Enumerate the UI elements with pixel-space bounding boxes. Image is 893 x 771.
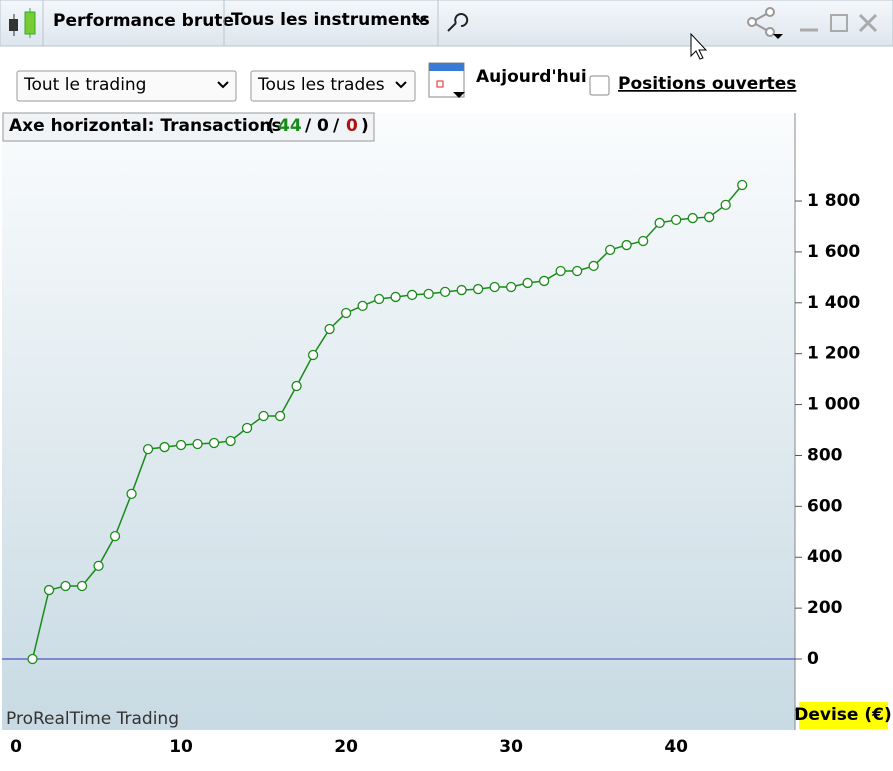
data-point bbox=[357, 300, 368, 312]
y-tick-label: 0 bbox=[807, 649, 819, 669]
y-tick-label: 1 200 bbox=[807, 344, 860, 364]
data-point bbox=[340, 307, 352, 319]
data-point bbox=[109, 530, 121, 542]
data-point bbox=[472, 283, 484, 295]
share-icon[interactable] bbox=[747, 7, 775, 37]
data-point bbox=[522, 277, 533, 289]
data-point bbox=[225, 435, 236, 447]
data-point bbox=[737, 179, 748, 191]
y-tick-label: 200 bbox=[807, 598, 843, 618]
currency-badge bbox=[799, 702, 888, 729]
data-point bbox=[654, 217, 665, 229]
data-point bbox=[439, 286, 451, 298]
x-tick-label: 30 bbox=[499, 737, 523, 757]
data-point bbox=[307, 349, 319, 361]
dropdown-text: Tous les trades bbox=[257, 75, 385, 95]
data-point bbox=[324, 323, 335, 335]
data-point bbox=[572, 265, 583, 277]
data-point bbox=[192, 438, 203, 450]
losers: 0 bbox=[346, 116, 358, 136]
wrench-icon[interactable] bbox=[447, 13, 469, 32]
open-positions-label[interactable]: Positions ouvertes bbox=[618, 74, 796, 94]
data-point bbox=[390, 291, 401, 303]
dropdown-text: Tout le trading bbox=[23, 75, 146, 95]
y-tick-label: 800 bbox=[807, 445, 843, 465]
maximize[interactable] bbox=[830, 14, 848, 32]
data-point bbox=[373, 293, 385, 305]
data-point bbox=[76, 580, 88, 592]
calendar-icon[interactable] bbox=[428, 62, 465, 98]
data-point bbox=[423, 288, 434, 300]
y-tick-label: 1 000 bbox=[807, 395, 860, 415]
data-point bbox=[258, 410, 269, 422]
data-point bbox=[588, 260, 599, 272]
data-point bbox=[208, 437, 220, 449]
instruments-menu[interactable]: Tous les instruments bbox=[231, 10, 430, 30]
data-point bbox=[605, 244, 616, 256]
trades-dropdown[interactable]: Tous les trades bbox=[250, 70, 416, 102]
data-point bbox=[489, 281, 500, 293]
data-point bbox=[126, 488, 137, 500]
x-tick-label: 10 bbox=[169, 737, 193, 757]
data-point bbox=[43, 584, 55, 596]
data-point bbox=[505, 281, 517, 293]
data-point bbox=[538, 275, 550, 287]
y-tick-label: 400 bbox=[807, 547, 843, 567]
axis-header bbox=[2, 112, 375, 142]
data-point bbox=[291, 380, 302, 392]
data-point bbox=[241, 422, 253, 434]
plot-area bbox=[2, 113, 795, 730]
data-point bbox=[720, 199, 731, 211]
data-point bbox=[671, 214, 682, 226]
y-tick-label: 1 800 bbox=[807, 191, 860, 211]
neutral: 0 bbox=[317, 116, 329, 136]
data-point bbox=[621, 239, 632, 251]
data-point bbox=[406, 289, 418, 301]
paren: ) bbox=[361, 116, 369, 136]
watermark: ProRealTime Trading bbox=[6, 709, 179, 729]
separator: / bbox=[333, 116, 340, 136]
date-label[interactable]: Aujourd'hui bbox=[476, 67, 587, 87]
x-tick-label: 0 bbox=[10, 737, 22, 757]
data-point bbox=[687, 212, 698, 224]
cursor bbox=[690, 32, 708, 60]
data-point bbox=[638, 235, 649, 247]
y-tick-label: 600 bbox=[807, 496, 843, 516]
paren: ( bbox=[267, 116, 275, 136]
currency-label: Devise (€) bbox=[794, 705, 891, 725]
trading-dropdown[interactable]: Tout le trading bbox=[16, 70, 237, 102]
data-point bbox=[456, 284, 467, 296]
x-tick-label: 20 bbox=[334, 737, 358, 757]
checkbox[interactable] bbox=[589, 75, 610, 96]
data-point bbox=[142, 443, 154, 455]
data-point bbox=[555, 265, 566, 277]
winners: 44 bbox=[278, 116, 302, 136]
data-point bbox=[175, 439, 187, 451]
data-point bbox=[60, 580, 71, 592]
y-tick-label: 1 400 bbox=[807, 293, 860, 313]
x-tick-label: 40 bbox=[664, 737, 688, 757]
separator: / bbox=[305, 116, 312, 136]
data-point bbox=[93, 560, 104, 572]
data-point bbox=[274, 410, 286, 422]
data-point bbox=[27, 653, 38, 665]
close[interactable] bbox=[858, 13, 878, 33]
y-tick-label: 1 600 bbox=[807, 242, 860, 262]
candle-icon bbox=[9, 8, 36, 38]
toolbar bbox=[0, 0, 893, 47]
axis-header-label: Axe horizontal: Transactions bbox=[9, 116, 282, 136]
data-point bbox=[159, 441, 170, 453]
toolbar-title: Performance brute bbox=[53, 11, 234, 31]
chevron bbox=[415, 16, 427, 24]
data-point bbox=[704, 211, 715, 223]
